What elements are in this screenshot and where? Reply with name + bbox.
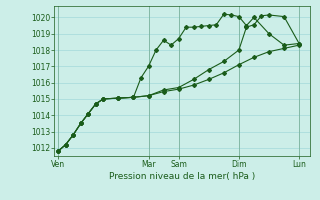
X-axis label: Pression niveau de la mer( hPa ): Pression niveau de la mer( hPa ) [109,172,256,181]
